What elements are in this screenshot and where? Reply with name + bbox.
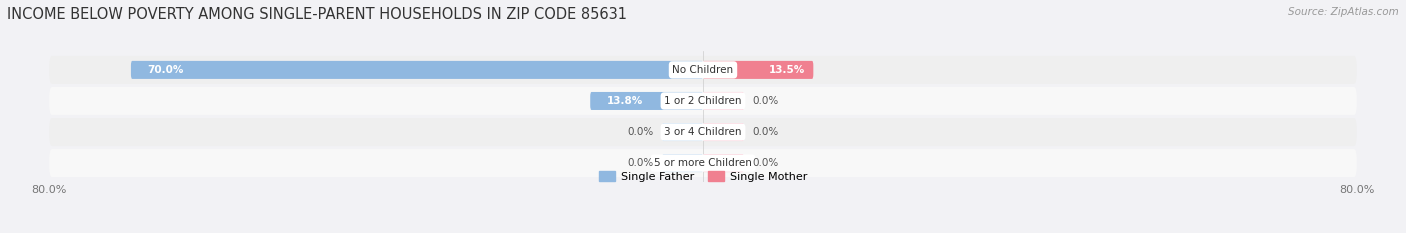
FancyBboxPatch shape: [49, 56, 1357, 84]
Text: 70.0%: 70.0%: [148, 65, 184, 75]
FancyBboxPatch shape: [703, 154, 744, 172]
Text: 13.8%: 13.8%: [606, 96, 643, 106]
FancyBboxPatch shape: [703, 92, 744, 110]
Text: 0.0%: 0.0%: [752, 96, 779, 106]
FancyBboxPatch shape: [49, 87, 1357, 115]
Text: 0.0%: 0.0%: [752, 158, 779, 168]
FancyBboxPatch shape: [131, 61, 703, 79]
Text: 0.0%: 0.0%: [752, 127, 779, 137]
FancyBboxPatch shape: [703, 123, 744, 141]
Text: 3 or 4 Children: 3 or 4 Children: [664, 127, 742, 137]
Text: INCOME BELOW POVERTY AMONG SINGLE-PARENT HOUSEHOLDS IN ZIP CODE 85631: INCOME BELOW POVERTY AMONG SINGLE-PARENT…: [7, 7, 627, 22]
FancyBboxPatch shape: [662, 123, 703, 141]
FancyBboxPatch shape: [591, 92, 703, 110]
Text: No Children: No Children: [672, 65, 734, 75]
FancyBboxPatch shape: [662, 154, 703, 172]
Text: 13.5%: 13.5%: [769, 65, 806, 75]
Text: 0.0%: 0.0%: [627, 127, 654, 137]
Text: 1 or 2 Children: 1 or 2 Children: [664, 96, 742, 106]
FancyBboxPatch shape: [49, 149, 1357, 177]
FancyBboxPatch shape: [49, 118, 1357, 146]
FancyBboxPatch shape: [703, 61, 813, 79]
Text: 0.0%: 0.0%: [627, 158, 654, 168]
Text: 5 or more Children: 5 or more Children: [654, 158, 752, 168]
Text: Source: ZipAtlas.com: Source: ZipAtlas.com: [1288, 7, 1399, 17]
Legend: Single Father, Single Mother: Single Father, Single Mother: [595, 167, 811, 187]
